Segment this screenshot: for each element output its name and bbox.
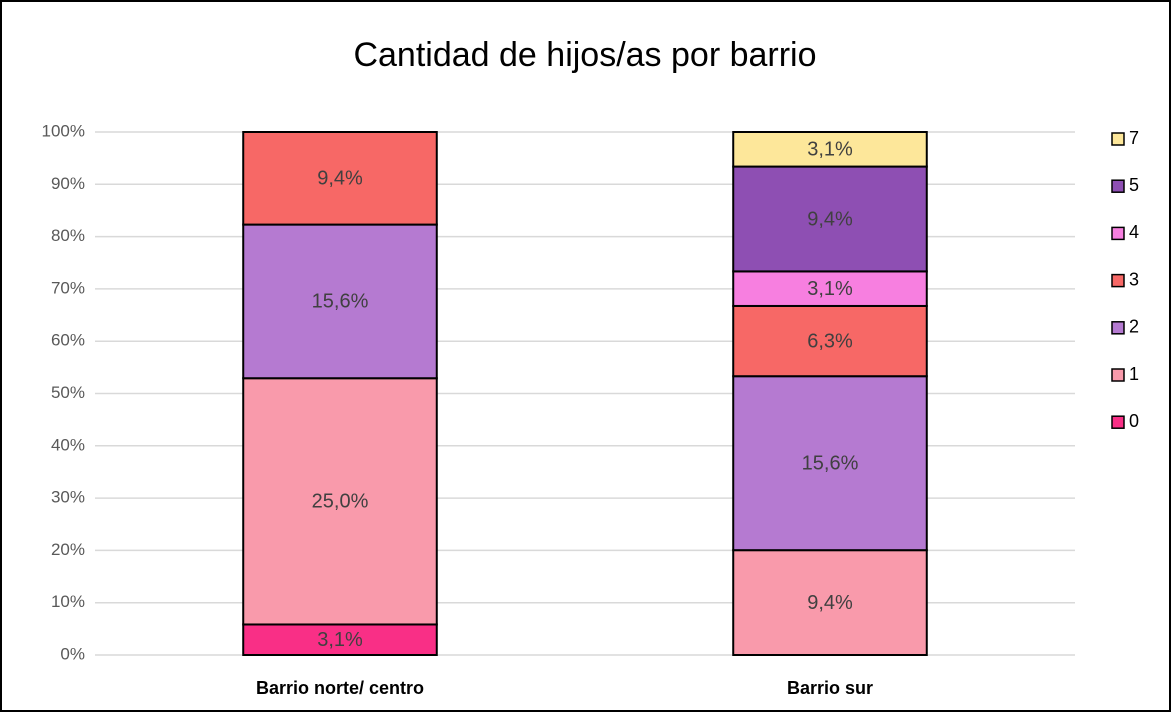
y-tick-label: 70% bbox=[51, 278, 85, 297]
x-tick-label: Barrio sur bbox=[787, 678, 873, 698]
legend-swatch bbox=[1111, 321, 1125, 335]
y-tick-label: 10% bbox=[51, 592, 85, 611]
y-tick-label: 100% bbox=[42, 121, 85, 140]
bar-segment bbox=[242, 623, 438, 656]
bar-segment bbox=[732, 549, 928, 657]
data-label: 9,4% bbox=[807, 208, 853, 230]
legend-label: 4 bbox=[1129, 222, 1139, 242]
bar-segment bbox=[732, 131, 928, 168]
data-label: 15,6% bbox=[312, 291, 369, 313]
y-tick-label: 50% bbox=[51, 383, 85, 402]
y-tick-label: 60% bbox=[51, 331, 85, 350]
legend-label: 0 bbox=[1129, 411, 1139, 431]
legend-swatch bbox=[1111, 415, 1125, 429]
y-tick-label: 0% bbox=[60, 644, 85, 663]
legend-label: 2 bbox=[1129, 317, 1139, 337]
legend-label: 3 bbox=[1129, 269, 1139, 289]
bar-segment bbox=[242, 377, 438, 626]
data-label: 3,1% bbox=[317, 629, 363, 651]
bar-segment bbox=[242, 223, 438, 380]
y-tick-label: 20% bbox=[51, 540, 85, 559]
legend-swatch bbox=[1111, 226, 1125, 241]
legend-swatch bbox=[1111, 273, 1125, 288]
x-tick-label: Barrio norte/ centro bbox=[256, 678, 424, 698]
data-label: 6,3% bbox=[807, 330, 853, 352]
legend-label: 7 bbox=[1129, 128, 1139, 148]
legend-swatch bbox=[1111, 368, 1125, 382]
y-tick-label: 30% bbox=[51, 488, 85, 507]
chart-title: Cantidad de hijos/as por barrio bbox=[353, 36, 816, 74]
data-label: 3,1% bbox=[807, 278, 853, 300]
legend-swatch bbox=[1111, 132, 1125, 146]
y-tick-label: 40% bbox=[51, 435, 85, 454]
legend-swatch bbox=[1111, 179, 1125, 193]
y-tick-label: 90% bbox=[51, 174, 85, 193]
bar-segment bbox=[732, 165, 928, 273]
data-label: 9,4% bbox=[807, 592, 853, 614]
legend-label: 1 bbox=[1129, 364, 1139, 384]
data-label: 25,0% bbox=[312, 491, 369, 513]
data-label: 9,4% bbox=[317, 168, 363, 190]
legend-label: 5 bbox=[1129, 175, 1139, 195]
data-label: 3,1% bbox=[807, 139, 853, 161]
data-label: 15,6% bbox=[802, 452, 859, 474]
bar-segment bbox=[242, 131, 438, 226]
y-tick-label: 80% bbox=[51, 226, 85, 245]
